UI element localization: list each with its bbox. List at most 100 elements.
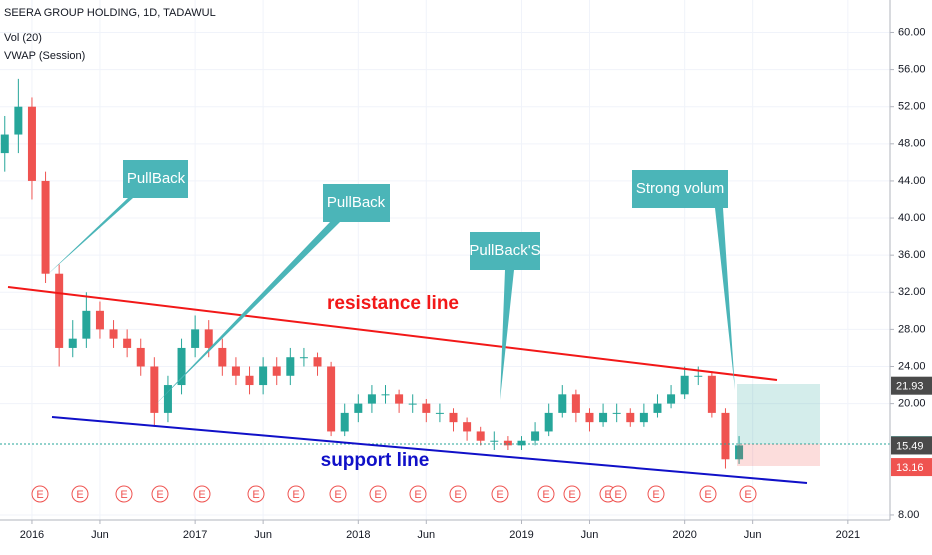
y-tick-label: 20.00 [898,398,926,410]
candles [0,78,744,469]
candle-body [490,440,499,442]
earnings-label: E [292,489,299,501]
earnings-circle [409,485,427,503]
earnings-circle [537,485,555,503]
callout-text: PullBack'S [469,242,540,259]
indicator: Vol (20) [4,32,42,44]
earnings-circle [739,485,757,503]
callout-shape [47,160,188,275]
y-tick-label: 48.00 [898,138,926,150]
candle-body [395,394,404,404]
candle-body [286,357,295,376]
y-tick-label: 52.00 [898,101,926,113]
earnings-label: E [252,489,259,501]
resistance-line [7,286,778,381]
candle-body [82,310,91,339]
earnings-label: E [542,489,549,501]
earnings-circle [491,485,509,503]
candle-body [109,329,118,339]
price-badge [891,458,932,477]
candle-body [721,412,730,460]
candle-body [272,366,281,376]
earnings-circle [247,485,265,503]
x-tick-label: 2019 [509,529,533,541]
candle-body [150,366,159,413]
x-tick-label: 2018 [346,529,370,541]
earnings-circle [71,485,89,503]
earnings-circle [609,485,627,503]
support-line [51,416,808,484]
candle-body [68,338,77,348]
callouts: PullBack PullBack PullBack'S Strong volu… [47,160,735,405]
chart-title: SEERA GROUP HOLDING, 1D, TADAWUL [4,7,216,19]
candle-body [422,403,431,413]
resistance-label: resistance line [327,293,459,314]
candle-body [0,134,9,154]
price-badge-label: 13.16 [896,462,924,474]
callout-text: Strong volum [636,180,724,197]
candle-body [313,357,322,367]
candle-body [639,412,648,423]
earnings-label: E [454,489,461,501]
callout-shape [155,184,390,405]
earnings-label: E [704,489,711,501]
candle-body [136,347,145,367]
support-label: support line [321,450,430,471]
earnings-label: E [36,489,43,501]
earnings-label: E [414,489,421,501]
x-tick-label: Jun [417,529,435,541]
candle-body [41,180,50,274]
callout-text: PullBack [327,194,386,211]
x-tick-label: Jun [744,529,762,541]
candle-body [27,106,36,181]
price-badge-label: 15.49 [896,440,924,452]
earnings-circle [115,485,133,503]
candle-body [177,347,186,386]
y-tick-label: 44.00 [898,175,926,187]
indicator: VWAP (Session) [4,50,85,62]
candle-body [367,394,376,404]
earnings-label: E [496,489,503,501]
candle-body [354,403,363,413]
candle-body [531,431,540,441]
y-tick-label: 36.00 [898,249,926,261]
candle-body [653,403,662,413]
candle-body [259,366,268,386]
candle-body [612,412,621,414]
candle-body [449,412,458,423]
earnings-label: E [374,489,381,501]
x-tick-label: 2021 [836,529,860,541]
earnings-circle [151,485,169,503]
candle-body [408,403,417,405]
earnings-label: E [614,489,621,501]
candle-body [571,394,580,413]
candle-body [435,412,444,414]
candle-body [544,412,553,432]
y-tick-label: 40.00 [898,212,926,224]
candle-body [327,366,336,432]
candle-body [517,440,526,446]
x-tick-label: 2017 [183,529,207,541]
candle-body [204,329,213,348]
candle-body [735,445,744,460]
earnings-label: E [198,489,205,501]
earnings-circle [193,485,211,503]
earnings-label: E [120,489,127,501]
candle-body [626,412,635,423]
candle-body [163,385,172,413]
candle-body [599,412,608,423]
candle-body [707,375,716,413]
earnings-circle [647,485,665,503]
candle-body [191,329,200,348]
y-tick-label: 8.00 [898,509,919,521]
candle-body [299,357,308,359]
candle-body [381,394,390,396]
y-tick-label: 56.00 [898,63,926,75]
x-tick-label: 2016 [20,529,44,541]
x-tick-label: Jun [91,529,109,541]
callout-text: PullBack [127,170,186,187]
earnings-label: E [652,489,659,501]
